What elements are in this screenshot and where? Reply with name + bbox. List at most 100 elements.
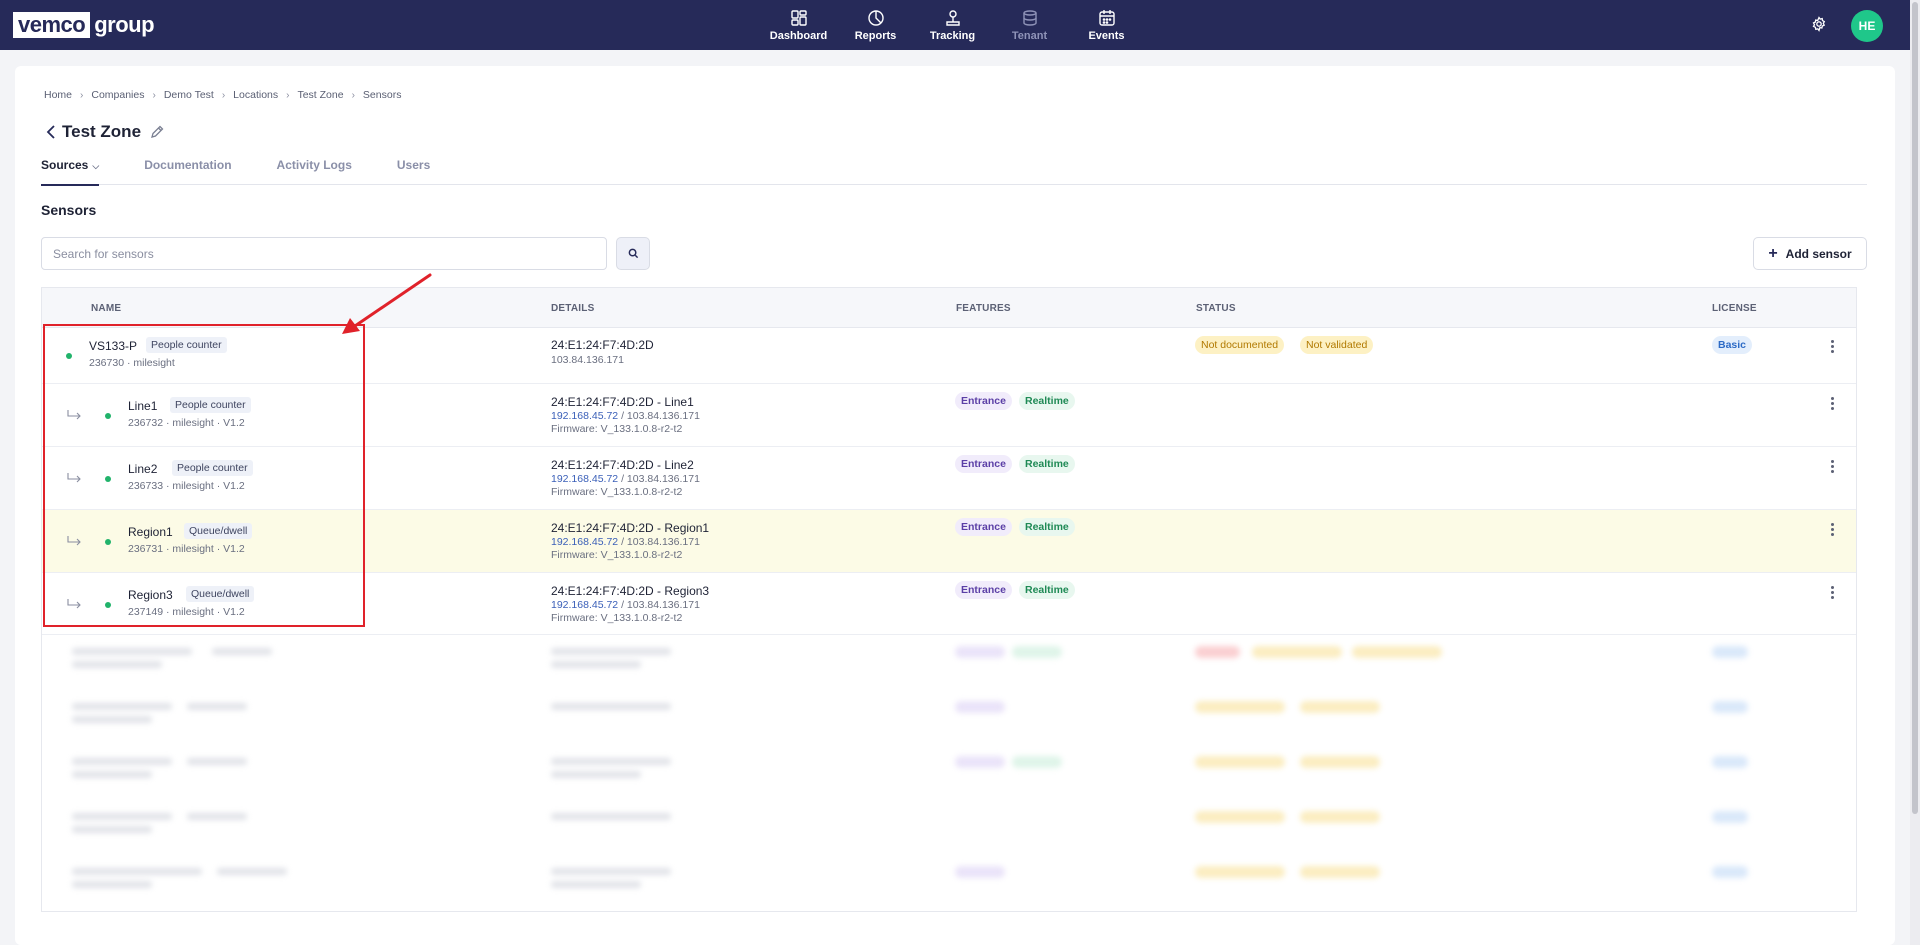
details-ips: 192.168.45.72 / 103.84.136.171 (551, 473, 700, 485)
details-ip-local[interactable]: 192.168.45.72 (551, 410, 619, 422)
tab-users[interactable]: Users (396, 158, 431, 172)
sensor-name: VS133-P (89, 339, 138, 353)
details-ip-local[interactable]: 192.168.45.72 (551, 536, 619, 548)
details-ip-public: 103.84.136.171 (626, 473, 700, 485)
chevron-left-icon[interactable] (44, 123, 58, 141)
table-row[interactable]: Region3 Queue/dwell 237149 · milesight ·… (42, 573, 1856, 635)
feature-badge-realtime: Realtime (1019, 518, 1075, 536)
page-scrollbar[interactable] (1910, 0, 1920, 945)
table-header: NAME DETAILS FEATURES STATUS LICENSE (42, 288, 1856, 328)
sensor-meta: 236733 · milesight · V1.2 (128, 480, 245, 492)
license-badge: Basic (1712, 336, 1753, 354)
table-row[interactable]: Line2 People counter 236733 · milesight … (42, 447, 1856, 510)
more-vertical-icon[interactable] (1824, 584, 1840, 600)
database-icon (1022, 9, 1037, 26)
sensor-name: Line1 (128, 399, 158, 413)
breadcrumb-locations[interactable]: Locations (233, 89, 279, 101)
calendar-icon (1098, 9, 1115, 26)
sensor-meta: 237149 · milesight · V1.2 (128, 606, 245, 618)
col-status[interactable]: STATUS (1196, 303, 1236, 314)
child-arrow-icon (67, 599, 81, 609)
details-ip-local[interactable]: 192.168.45.72 (551, 473, 619, 485)
nav-label: Reports (854, 29, 897, 42)
details-firmware: Firmware: V_133.1.0.8-r2-t2 (551, 486, 683, 498)
details-mac: 24:E1:24:F7:4D:2D - Region3 (551, 584, 710, 598)
nav-reports[interactable]: Reports (837, 0, 914, 50)
sensor-type-badge: People counter (146, 337, 227, 353)
details-ip-local[interactable]: 192.168.45.72 (551, 599, 619, 611)
user-avatar[interactable]: HE (1851, 10, 1883, 42)
vemco-logo[interactable]: vemco group (13, 12, 155, 38)
more-vertical-icon[interactable] (1824, 395, 1840, 411)
status-badge-not-documented: Not documented (1195, 336, 1285, 354)
tab-bar: Sources ⌵ Documentation Activity Logs Use… (41, 155, 1867, 186)
search-button[interactable] (616, 237, 650, 270)
breadcrumb-test-zone[interactable]: Test Zone (297, 89, 344, 101)
table-row[interactable]: Line1 People counter 236732 · milesight … (42, 384, 1856, 447)
nav-tenant[interactable]: Tenant (991, 0, 1068, 50)
more-vertical-icon[interactable] (1824, 521, 1840, 537)
sensor-meta: 236730 · milesight (89, 357, 175, 369)
details-ips: 192.168.45.72 / 103.84.136.171 (551, 410, 700, 422)
sensor-type-badge: People counter (172, 460, 253, 476)
gear-icon[interactable] (1811, 16, 1827, 32)
details-ip-public: 103.84.136.171 (626, 536, 700, 548)
tab-sources[interactable]: Sources ⌵ (41, 155, 100, 186)
status-dot (105, 413, 111, 419)
nav-label: Tracking (929, 29, 976, 42)
page-title: Test Zone (62, 122, 142, 141)
nav-label: Dashboard (769, 29, 828, 42)
feature-badge-entrance: Entrance (955, 392, 1012, 410)
feature-badge-entrance: Entrance (955, 581, 1012, 599)
nav-tracking[interactable]: Tracking (914, 0, 991, 50)
plus-icon: + (1768, 244, 1778, 262)
sensor-name: Region1 (128, 525, 173, 539)
nav-events[interactable]: Events (1068, 0, 1145, 50)
table-row[interactable]: VS133-P People counter 236730 · milesigh… (42, 328, 1856, 384)
details-firmware: Firmware: V_133.1.0.8-r2-t2 (551, 423, 683, 435)
nav-label: Events (1088, 29, 1125, 42)
col-details[interactable]: DETAILS (551, 303, 595, 314)
search-input[interactable] (41, 237, 607, 270)
add-sensor-button[interactable]: + Add sensor (1753, 237, 1867, 270)
col-features[interactable]: FEATURES (956, 303, 1011, 314)
tab-sources-label: Sources (41, 158, 89, 172)
section-title: Sensors (41, 202, 97, 218)
pencil-icon[interactable] (150, 125, 164, 139)
nav-dashboard[interactable]: Dashboard (760, 0, 837, 50)
breadcrumb-home[interactable]: Home (44, 89, 73, 101)
chevron-right-icon: › (351, 89, 355, 101)
table-row[interactable]: Region1 Queue/dwell 236731 · milesight ·… (42, 510, 1856, 573)
annotation-arrow-icon (342, 273, 432, 334)
breadcrumb-sensors: Sensors (362, 89, 402, 101)
breadcrumb-demo-test[interactable]: Demo Test (163, 89, 214, 101)
status-dot (105, 539, 111, 545)
details-mac: 24:E1:24:F7:4D:2D (551, 338, 654, 352)
nav-label: Tenant (1011, 29, 1048, 42)
logo-box-text: vemco (13, 12, 91, 38)
details-ips: 192.168.45.72 / 103.84.136.171 (551, 536, 700, 548)
sensor-name: Region3 (128, 588, 173, 602)
sensor-type-badge: People counter (170, 397, 251, 413)
add-sensor-label: Add sensor (1785, 246, 1852, 261)
status-badge-not-validated: Not validated (1300, 336, 1374, 354)
more-vertical-icon[interactable] (1824, 458, 1840, 474)
col-name[interactable]: NAME (91, 303, 122, 314)
tab-activity-logs[interactable]: Activity Logs (276, 158, 352, 172)
details-mac: 24:E1:24:F7:4D:2D - Line2 (551, 458, 694, 472)
breadcrumb-companies[interactable]: Companies (91, 89, 145, 101)
child-arrow-icon (67, 473, 81, 483)
details-ip-public: 103.84.136.171 (551, 354, 624, 366)
chevron-right-icon: › (80, 89, 84, 101)
tab-documentation[interactable]: Documentation (144, 158, 232, 172)
sensor-type-badge: Queue/dwell (184, 523, 253, 539)
search-icon (628, 248, 638, 259)
sensors-table: NAME DETAILS FEATURES STATUS LICENSE VS1… (41, 287, 1857, 912)
breadcrumb: Home › Companies › Demo Test › Locations › T… (44, 89, 401, 101)
sensor-name: Line2 (128, 462, 158, 476)
page-scrollbar-thumb[interactable] (1912, 2, 1918, 814)
pie-chart-icon (867, 9, 884, 26)
col-license[interactable]: LICENSE (1712, 303, 1757, 314)
dashboard-icon (790, 9, 807, 26)
more-vertical-icon[interactable] (1824, 338, 1840, 354)
